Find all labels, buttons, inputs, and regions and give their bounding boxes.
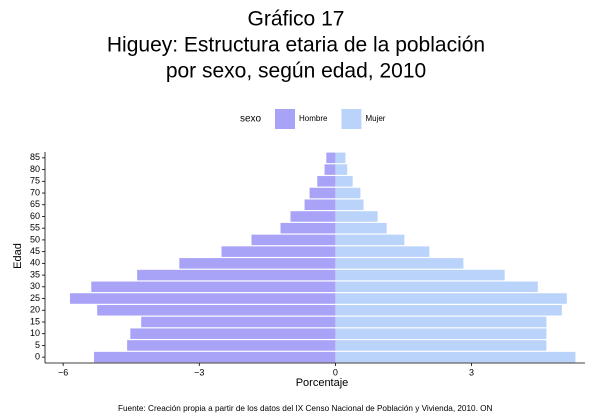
chart-title: Gráfico 17 (248, 8, 345, 31)
y-tick-label: 5 (35, 340, 40, 350)
bar (221, 246, 336, 257)
y-tick-label: 85 (30, 152, 40, 162)
x-tick-label: −6 (58, 367, 68, 377)
bar (335, 293, 567, 304)
legend-title: sexo (240, 114, 262, 125)
chart-title: por sexo, según edad, 2010 (166, 60, 426, 83)
y-tick-label: 45 (30, 246, 40, 256)
source-note: Fuente: Creación propia a partir de los … (118, 404, 493, 413)
bar (335, 176, 353, 187)
bar (127, 340, 336, 351)
bar (335, 269, 505, 281)
bar (137, 269, 336, 281)
bar (91, 281, 336, 293)
bar (335, 304, 562, 316)
y-tick-label: 30 (30, 281, 40, 291)
y-tick-label: 35 (30, 269, 40, 279)
bar (335, 211, 378, 222)
legend-swatch (341, 109, 362, 129)
bar (324, 164, 336, 175)
bar (335, 222, 387, 234)
bar (130, 328, 336, 339)
x-tick-label: 0 (333, 367, 338, 377)
bar (335, 281, 538, 293)
y-tick-label: 60 (30, 211, 40, 221)
y-axis-label: Edad (12, 243, 24, 269)
bar (335, 187, 361, 199)
y-tick-label: 25 (30, 293, 40, 303)
bar (290, 211, 336, 222)
bar (335, 246, 430, 257)
bar (335, 152, 346, 164)
y-tick-label: 50 (30, 234, 40, 244)
bar (280, 222, 336, 234)
y-tick-label: 20 (30, 305, 40, 315)
x-tick-label: −3 (194, 367, 204, 377)
bar (141, 316, 336, 328)
y-tick-label: 0 (35, 352, 40, 362)
legend-label: Hombre (299, 114, 328, 123)
bar (335, 164, 348, 175)
y-tick-label: 80 (30, 164, 40, 174)
bar (304, 199, 336, 211)
bar (335, 234, 405, 246)
bar (317, 176, 336, 187)
bar (94, 351, 336, 363)
bar (97, 304, 336, 316)
bar (335, 199, 364, 211)
y-tick-label: 65 (30, 199, 40, 209)
bar (179, 258, 336, 269)
legend-label: Mujer (365, 114, 385, 123)
bar (335, 351, 576, 363)
y-tick-label: 75 (30, 176, 40, 186)
bar (335, 258, 464, 269)
chart-title: Higuey: Estructura etaria de la població… (107, 34, 485, 57)
bar (335, 328, 547, 339)
y-tick-label: 55 (30, 223, 40, 233)
bar (69, 293, 336, 304)
y-tick-label: 15 (30, 316, 40, 326)
y-tick-label: 70 (30, 187, 40, 197)
x-tick-label: 3 (469, 367, 474, 377)
bar (326, 152, 336, 164)
y-tick-label: 10 (30, 328, 40, 338)
bar (309, 187, 336, 199)
bar (335, 340, 547, 351)
bar (335, 316, 547, 328)
bar (251, 234, 336, 246)
y-tick-label: 40 (30, 258, 40, 268)
legend-swatch (275, 109, 295, 129)
x-axis-label: Porcentaje (296, 377, 349, 389)
